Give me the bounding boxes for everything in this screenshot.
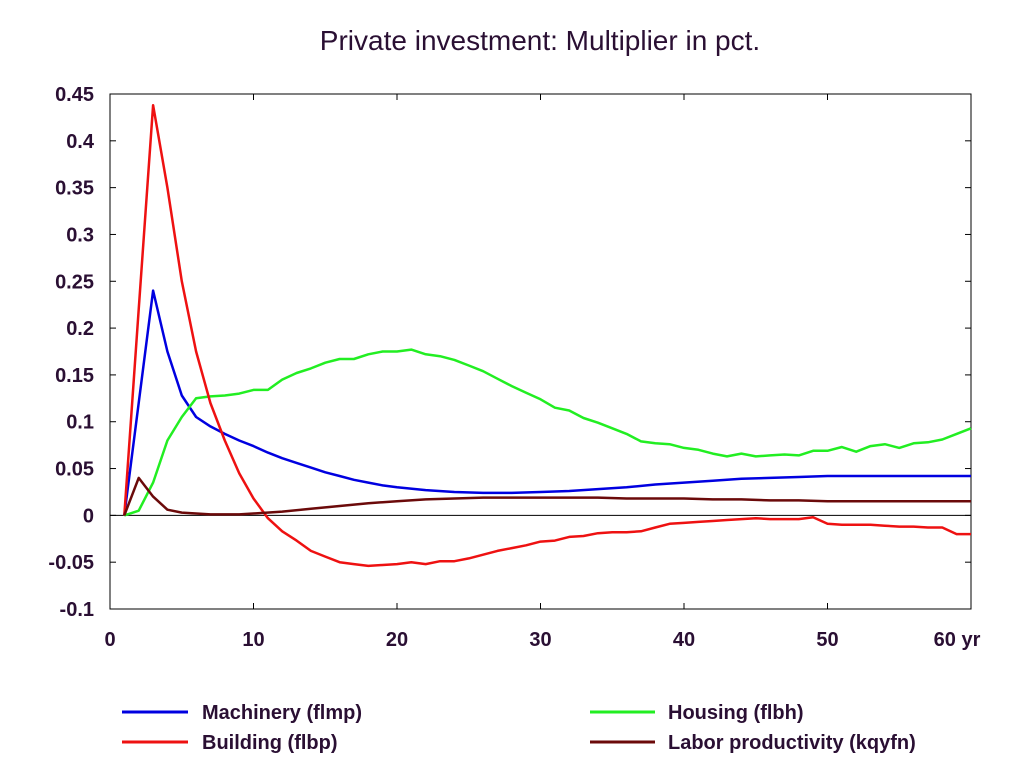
- series-lines: [123, 103, 972, 568]
- y-tick-label: 0.45: [55, 84, 94, 106]
- y-tick-label: -0.1: [60, 599, 94, 621]
- y-tick-label: 0.15: [55, 365, 94, 387]
- series-line-1: [123, 289, 971, 516]
- legend-label: Machinery (flmp): [202, 702, 362, 724]
- y-tick-label: 0.2: [66, 318, 94, 340]
- y-tick-label: 0.4: [66, 131, 95, 153]
- legend-label: Labor productivity (kqyfn): [668, 732, 916, 754]
- x-tick-label: 20: [386, 629, 408, 651]
- y-tick-label: 0: [83, 505, 94, 527]
- chart-title: Private investment: Multiplier in pct.: [320, 25, 760, 56]
- plot-frame: [109, 93, 972, 610]
- x-tick-label: 0: [104, 629, 115, 651]
- series-line-4: [123, 476, 971, 516]
- x-tick-label: 30: [529, 629, 551, 651]
- y-tick-label: 0.35: [55, 178, 94, 200]
- y-tick-label: 0.3: [66, 224, 94, 246]
- x-tick-label: 10: [242, 629, 264, 651]
- x-axis: 0 10 20 30 40 50 60 yr: [104, 94, 981, 651]
- legend-label: Building (flbp): [202, 732, 338, 754]
- y-tick-label: 0.1: [66, 412, 94, 434]
- series-line-3: [123, 103, 971, 568]
- legend-label: Housing (flbh): [668, 702, 804, 724]
- x-tick-label: 60 yr: [934, 629, 981, 651]
- y-tick-label: 0.25: [55, 271, 94, 293]
- series-line-2: [123, 348, 972, 517]
- y-axis: -0.1 -0.05 0 0.05 0.1 0.15 0.2 0.25 0.3 0.35 0.4 0.…: [48, 84, 971, 621]
- legend: Machinery (flmp) Housing (flbh) Building (…: [122, 702, 916, 754]
- y-tick-label: 0.05: [55, 459, 94, 481]
- x-tick-label: 40: [673, 629, 695, 651]
- x-tick-label: 50: [816, 629, 838, 651]
- y-tick-label: -0.05: [48, 552, 94, 574]
